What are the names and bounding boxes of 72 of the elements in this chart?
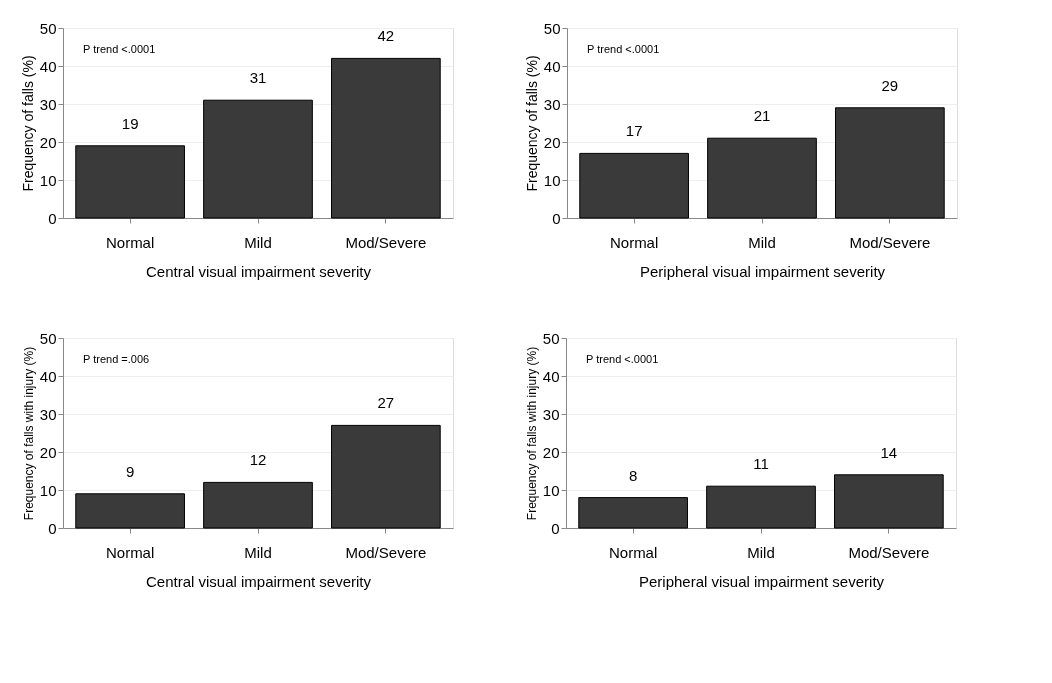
- data-label: 14: [880, 443, 898, 461]
- y-axis-title: Frequency of falls (%): [19, 55, 36, 192]
- x-tick-label: Normal: [608, 543, 658, 561]
- data-label: 27: [377, 394, 395, 412]
- y-tick-label: 30: [542, 405, 560, 423]
- y-tick-label: 20: [542, 443, 560, 461]
- y-tick-label: 30: [39, 95, 57, 113]
- y-tick-label: 20: [39, 133, 57, 151]
- y-tick-label: 40: [39, 57, 57, 75]
- data-label: 12: [249, 451, 267, 469]
- y-tick-label: 30: [39, 405, 57, 423]
- bar: [203, 99, 313, 219]
- y-tick-label: 30: [543, 95, 561, 113]
- x-axis-title: Peripheral visual impairment severity: [639, 262, 886, 280]
- x-axis-title: Central visual impairment severity: [145, 262, 372, 280]
- annotation: P trend <.0001: [83, 43, 156, 55]
- data-label: 19: [121, 114, 139, 132]
- y-axis-title: Frequency of falls (%): [523, 55, 540, 192]
- bar: [706, 485, 816, 529]
- bar: [75, 493, 185, 529]
- y-tick-label: 0: [552, 209, 561, 227]
- bar: [835, 107, 945, 219]
- data-label: 9: [125, 462, 135, 480]
- x-tick-label: Mild: [748, 233, 776, 251]
- y-tick-label: 50: [543, 19, 561, 37]
- y-axis-title: Frequency of falls with injury (%): [524, 346, 539, 521]
- annotation: P trend =.006: [83, 353, 150, 365]
- y-tick-label: 10: [543, 171, 561, 189]
- y-tick-label: 40: [543, 57, 561, 75]
- y-tick-label: 10: [39, 481, 57, 499]
- y-tick-label: 50: [39, 19, 57, 37]
- data-label: 8: [628, 466, 638, 484]
- data-label: 11: [753, 455, 769, 473]
- x-tick-label: Mild: [747, 543, 775, 561]
- y-tick-label: 10: [39, 171, 57, 189]
- y-tick-label: 40: [542, 367, 560, 385]
- data-label: 31: [249, 69, 267, 87]
- x-tick-label: Mod/Severe: [848, 543, 930, 561]
- x-tick-label: Normal: [105, 543, 155, 561]
- y-tick-label: 0: [551, 519, 560, 537]
- y-tick-label: 20: [543, 133, 561, 151]
- y-tick-label: 50: [39, 329, 57, 347]
- x-tick-label: Mod/Severe: [345, 543, 427, 561]
- annotation: P trend <.0001: [587, 43, 660, 55]
- bar: [203, 481, 313, 529]
- x-axis-title: Peripheral visual impairment severity: [638, 572, 885, 590]
- bar: [331, 57, 441, 219]
- data-label: 29: [881, 76, 899, 94]
- x-tick-label: Normal: [105, 233, 155, 251]
- y-tick-label: 0: [48, 519, 57, 537]
- y-tick-label: 20: [39, 443, 57, 461]
- x-tick-label: Mild: [244, 543, 272, 561]
- y-tick-label: 40: [39, 367, 57, 385]
- x-tick-label: Mod/Severe: [849, 233, 931, 251]
- x-tick-label: Mild: [244, 233, 272, 251]
- x-tick-label: Normal: [609, 233, 659, 251]
- y-tick-label: 0: [48, 209, 57, 227]
- y-tick-label: 50: [542, 329, 560, 347]
- y-tick-label: 10: [542, 481, 560, 499]
- data-label: 21: [753, 107, 771, 125]
- x-tick-label: Mod/Severe: [345, 233, 427, 251]
- data-label: 42: [377, 27, 395, 45]
- bar: [579, 152, 689, 219]
- data-label: 17: [625, 122, 643, 140]
- y-axis-title: Frequency of falls with injury (%): [21, 346, 36, 521]
- annotation: P trend <.0001: [586, 353, 659, 365]
- x-axis-title: Central visual impairment severity: [145, 572, 372, 590]
- bar: [834, 474, 944, 529]
- bar: [331, 424, 441, 529]
- bar: [75, 145, 185, 219]
- bar: [707, 137, 817, 219]
- bar: [578, 497, 688, 529]
